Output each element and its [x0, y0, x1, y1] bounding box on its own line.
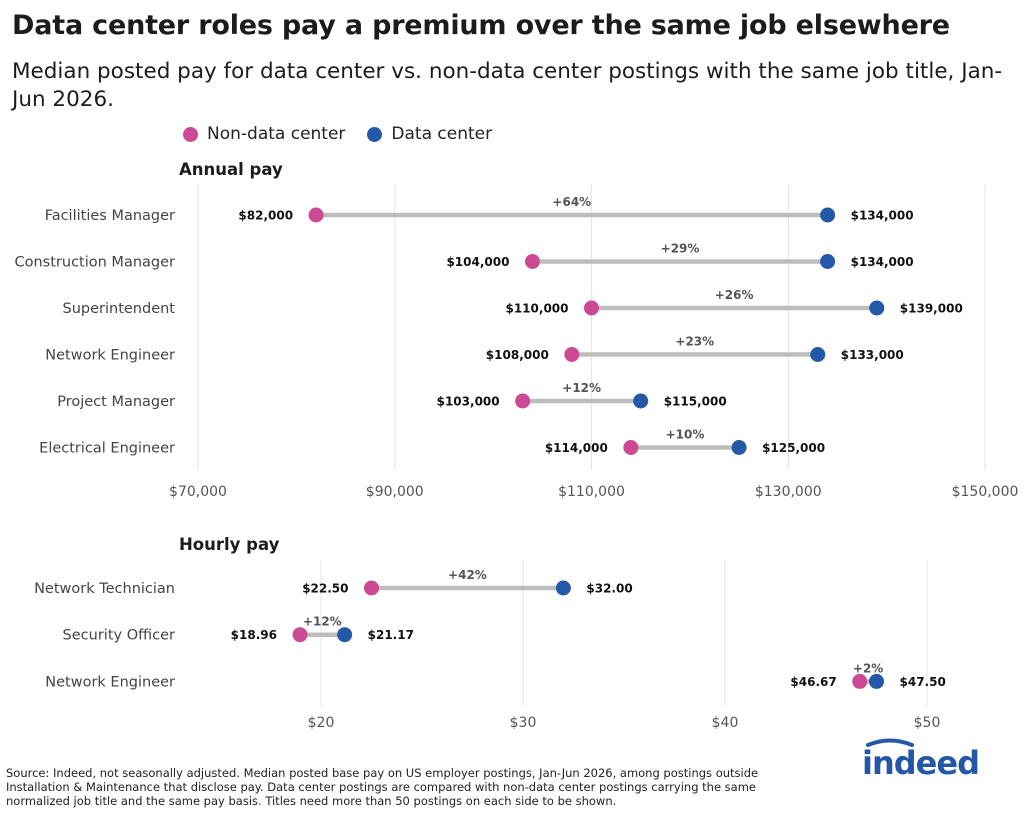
x-tick-label: $90,000 — [366, 484, 424, 500]
diff-label: +10% — [666, 428, 705, 442]
x-tick-label: $40 — [712, 715, 739, 731]
point-non-data-center — [515, 393, 531, 409]
diff-label: +42% — [448, 568, 487, 582]
point-data-center — [337, 627, 353, 643]
point-non-data-center — [584, 300, 599, 316]
point-non-data-center — [623, 440, 639, 455]
panel-title-hourly: Hourly pay — [179, 535, 280, 554]
value-label-data-center: $47.50 — [900, 675, 946, 689]
diff-label: +2% — [853, 661, 883, 675]
row-label: Network Engineer — [45, 674, 175, 690]
diff-label: +12% — [562, 381, 601, 395]
row-label: Facilities Manager — [45, 208, 175, 224]
value-label-non-data-center: $114,000 — [545, 441, 608, 455]
legend: Non-data center Data center — [183, 124, 514, 144]
value-label-non-data-center: $18.96 — [231, 628, 277, 642]
x-tick-label: $110,000 — [558, 484, 625, 500]
diff-label: +23% — [675, 335, 714, 349]
point-data-center — [810, 347, 826, 362]
legend-label-data-center: Data center — [391, 124, 493, 144]
value-label-non-data-center: $104,000 — [446, 255, 509, 269]
value-label-non-data-center: $82,000 — [238, 209, 293, 223]
point-data-center — [869, 673, 884, 689]
row-label: Network Engineer — [45, 348, 175, 364]
x-tick-label: $130,000 — [755, 484, 822, 500]
value-label-non-data-center: $110,000 — [505, 302, 568, 316]
row-label: Security Officer — [63, 628, 175, 644]
point-data-center — [731, 440, 747, 455]
point-data-center — [820, 254, 836, 269]
legend-swatch-non-data-center — [183, 126, 198, 142]
chart-subtitle: Median posted pay for data center vs. no… — [12, 59, 1003, 112]
row-label: Superintendent — [63, 301, 176, 317]
x-tick-label: $50 — [914, 715, 941, 731]
row-label: Network Technician — [34, 581, 175, 597]
row-label: Project Manager — [57, 394, 175, 410]
value-label-non-data-center: $46.67 — [790, 675, 836, 689]
dumbbell-chart: $70,000 $90,000 $110,000 $130,000 $150,000 Fa… — [15, 185, 1019, 731]
point-non-data-center — [564, 347, 580, 362]
x-tick-label: $70,000 — [169, 484, 227, 500]
chart-title: Data center roles pay a premium over the… — [12, 10, 950, 41]
source-note: Source: Indeed, not seasonally adjusted.… — [6, 766, 759, 808]
value-label-data-center: $133,000 — [841, 348, 904, 362]
value-label-data-center: $21.17 — [368, 628, 414, 642]
point-non-data-center — [308, 207, 324, 223]
legend-item-data-center: Data center — [367, 124, 492, 144]
indeed-logo: indeed — [862, 738, 980, 780]
value-label-data-center: $32.00 — [586, 582, 632, 596]
point-data-center — [555, 580, 571, 596]
value-label-non-data-center: $108,000 — [486, 348, 549, 362]
point-data-center — [633, 393, 649, 409]
value-label-data-center: $134,000 — [851, 255, 914, 269]
diff-label: +29% — [661, 242, 700, 256]
value-label-non-data-center: $103,000 — [437, 395, 500, 409]
point-data-center — [869, 300, 885, 316]
value-label-non-data-center: $22.50 — [302, 582, 348, 596]
point-non-data-center — [292, 627, 308, 643]
x-tick-label: $150,000 — [952, 484, 1019, 500]
x-tick-label: $30 — [510, 715, 537, 731]
point-data-center — [820, 207, 836, 223]
svg-text:indeed: indeed — [862, 744, 979, 780]
row-label: Electrical Engineer — [39, 441, 175, 457]
x-tick-label: $20 — [308, 715, 335, 731]
legend-swatch-data-center — [367, 126, 383, 142]
panel-title-annual: Annual pay — [179, 160, 283, 179]
point-non-data-center — [364, 580, 379, 596]
diff-label: +26% — [715, 288, 754, 302]
point-non-data-center — [524, 254, 540, 269]
row-label: Construction Manager — [15, 255, 176, 271]
value-label-data-center: $115,000 — [664, 395, 727, 409]
diff-label: +64% — [552, 195, 591, 209]
value-label-data-center: $125,000 — [762, 441, 825, 455]
legend-label-non-data-center: Non-data center — [207, 124, 346, 144]
legend-item-non-data-center: Non-data center — [183, 124, 345, 144]
diff-label: +12% — [303, 615, 342, 629]
value-label-data-center: $134,000 — [851, 209, 914, 223]
point-non-data-center — [852, 673, 868, 689]
value-label-data-center: $139,000 — [900, 302, 963, 316]
